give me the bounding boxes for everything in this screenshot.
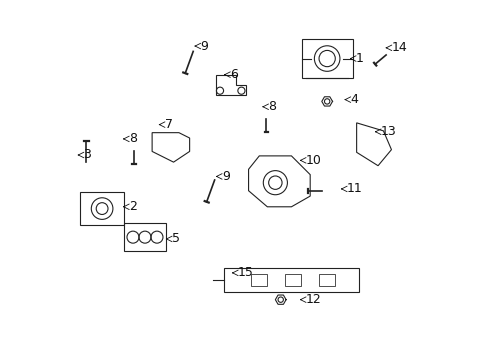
Bar [251, 274, 267, 286]
Text: 10: 10 [306, 154, 321, 167]
Text: 1: 1 [356, 52, 364, 65]
Text: 8: 8 [268, 100, 276, 113]
Text: 13: 13 [381, 125, 396, 138]
Text: 5: 5 [172, 233, 180, 246]
Text: 7: 7 [165, 118, 172, 131]
Text: 4: 4 [350, 93, 358, 106]
Text: 6: 6 [230, 68, 238, 81]
Text: 2: 2 [129, 200, 137, 213]
Text: 9: 9 [222, 170, 230, 183]
Text: 15: 15 [238, 266, 254, 279]
Bar [80, 192, 123, 225]
Text: 11: 11 [347, 183, 363, 195]
Bar [223, 269, 359, 292]
Text: 3: 3 [83, 148, 92, 162]
Bar [302, 39, 353, 78]
Bar [124, 224, 166, 251]
Bar [285, 274, 301, 286]
Bar [318, 274, 335, 286]
Text: 8: 8 [129, 132, 137, 145]
Text: 12: 12 [306, 293, 321, 306]
Text: 9: 9 [200, 40, 208, 53]
Text: 14: 14 [392, 41, 407, 54]
